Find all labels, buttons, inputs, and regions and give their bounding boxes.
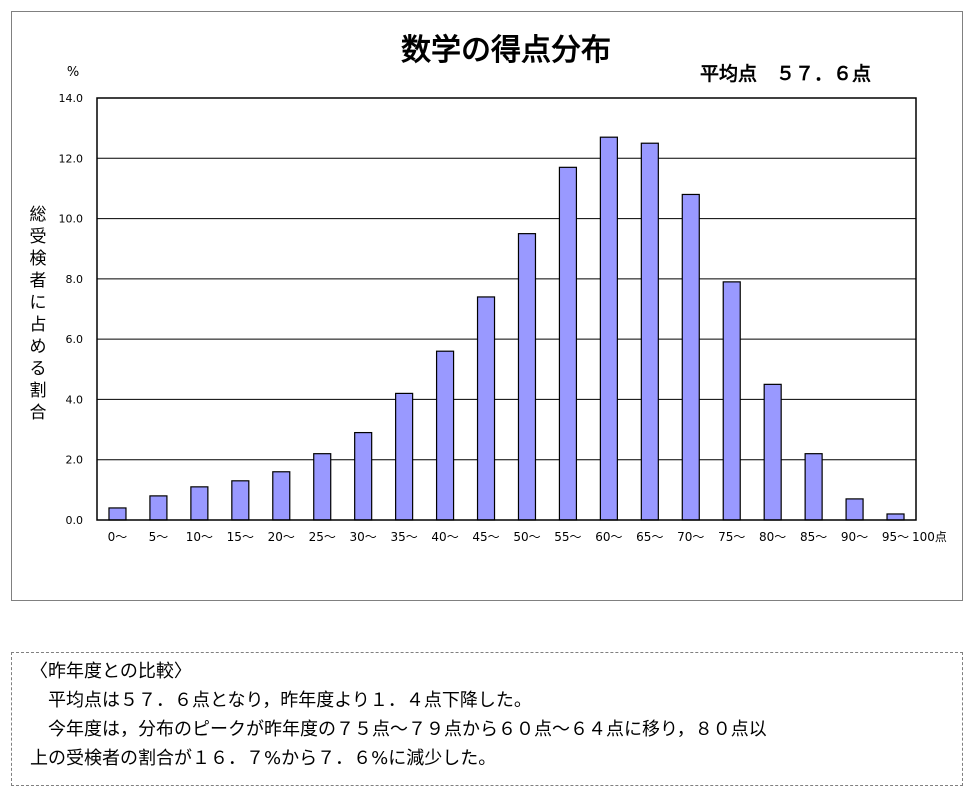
bar xyxy=(149,495,168,521)
y-tick-label: 12.0 xyxy=(59,152,84,165)
bar xyxy=(272,471,291,521)
x-tick-labels: 0～ 5～ 10～ 15～ 20～ 25～ 30～ 35～ 40～ 45～ 50～ 55～ 60～ 65～… xyxy=(108,530,910,544)
y-unit-label: % xyxy=(67,65,79,80)
x-tick-label: 30～ xyxy=(350,530,377,544)
x-tick-label: 65～ xyxy=(636,530,663,544)
y-tick-label: 8.0 xyxy=(66,273,84,286)
y-tick-label: 6.0 xyxy=(66,333,84,346)
bar xyxy=(395,392,414,521)
x-tick-label: 75～ xyxy=(718,530,745,544)
y-tick-label: 10.0 xyxy=(59,213,84,226)
y-axis-label-char: 者 xyxy=(30,271,47,291)
bar xyxy=(517,233,537,521)
x-tick-label: 10～ xyxy=(186,530,213,544)
y-axis-label-char: 受 xyxy=(30,227,47,247)
x-axis-end-label: 100点 xyxy=(912,530,947,544)
x-tick-label: 40～ xyxy=(431,530,458,544)
bar xyxy=(681,193,700,521)
bar xyxy=(763,383,782,521)
y-axis-label-char: 割 xyxy=(30,381,47,401)
bar xyxy=(231,480,250,521)
bar xyxy=(354,431,373,521)
chart-frame xyxy=(11,11,963,601)
y-tick-label: 2.0 xyxy=(66,454,84,467)
bar xyxy=(435,350,455,521)
chart-title: 数学の得点分布 xyxy=(401,33,611,68)
y-tick-label: 4.0 xyxy=(66,393,84,406)
bar xyxy=(108,507,127,521)
y-axis-label-char: 合 xyxy=(30,403,47,423)
bar xyxy=(476,296,496,521)
x-tick-label: 60～ xyxy=(595,530,622,544)
x-tick-label: 25～ xyxy=(309,530,336,544)
x-tick-label: 80～ xyxy=(759,530,786,544)
bar xyxy=(558,166,578,521)
y-axis-label-char: め xyxy=(30,337,47,357)
note-line: 今年度は，分布のピークが昨年度の７５点～７９点から６０点～６４点に移り，８０点以 xyxy=(48,719,767,740)
y-tick-label: 0.0 xyxy=(66,514,84,527)
note-line: 平均点は５７．６点となり，昨年度より１．４点下降した。 xyxy=(48,690,532,711)
x-tick-label: 35～ xyxy=(390,530,417,544)
bar xyxy=(804,453,823,521)
x-tick-label: 15～ xyxy=(227,530,254,544)
x-tick-label: 0～ xyxy=(108,530,128,544)
note-heading: 〈昨年度との比較〉 xyxy=(30,661,192,682)
x-tick-label: 85～ xyxy=(800,530,827,544)
y-axis-label-char: る xyxy=(30,359,47,379)
x-tick-label: 95～ xyxy=(882,530,909,544)
y-axis-label-char: 検 xyxy=(30,249,47,269)
bar xyxy=(599,136,618,521)
chart-subtitle: 平均点 ５７．６点 xyxy=(700,62,871,85)
note-line: 上の受検者の割合が１６．７%から７．６%に減少した。 xyxy=(30,748,497,769)
gridlines xyxy=(97,157,916,461)
bars xyxy=(108,136,905,521)
y-axis-label-char: 占 xyxy=(30,315,47,335)
bar xyxy=(190,486,209,521)
x-tick-label: 90～ xyxy=(841,530,868,544)
bar xyxy=(640,142,659,521)
comparison-note: 〈昨年度との比較〉 平均点は５７．６点となり，昨年度より１．４点下降した。 今年… xyxy=(11,652,963,786)
x-tick-label: 50～ xyxy=(513,530,540,544)
y-axis-label-char: 総 xyxy=(30,205,47,225)
x-tick-label: 70～ xyxy=(677,530,704,544)
x-tick-label: 5～ xyxy=(149,530,169,544)
bar xyxy=(722,281,741,521)
bar xyxy=(313,453,332,521)
y-tick-labels: 0.0 2.0 4.0 6.0 8.0 10.0 12.0 14.0 xyxy=(59,92,84,527)
bar xyxy=(886,513,905,521)
bar xyxy=(845,498,864,521)
x-tick-label: 20～ xyxy=(268,530,295,544)
plot-area-border xyxy=(96,97,917,521)
x-tick-label: 55～ xyxy=(554,530,581,544)
x-tick-label: 45～ xyxy=(472,530,499,544)
y-tick-label: 14.0 xyxy=(59,92,84,105)
y-axis-label-char: に xyxy=(30,293,47,313)
